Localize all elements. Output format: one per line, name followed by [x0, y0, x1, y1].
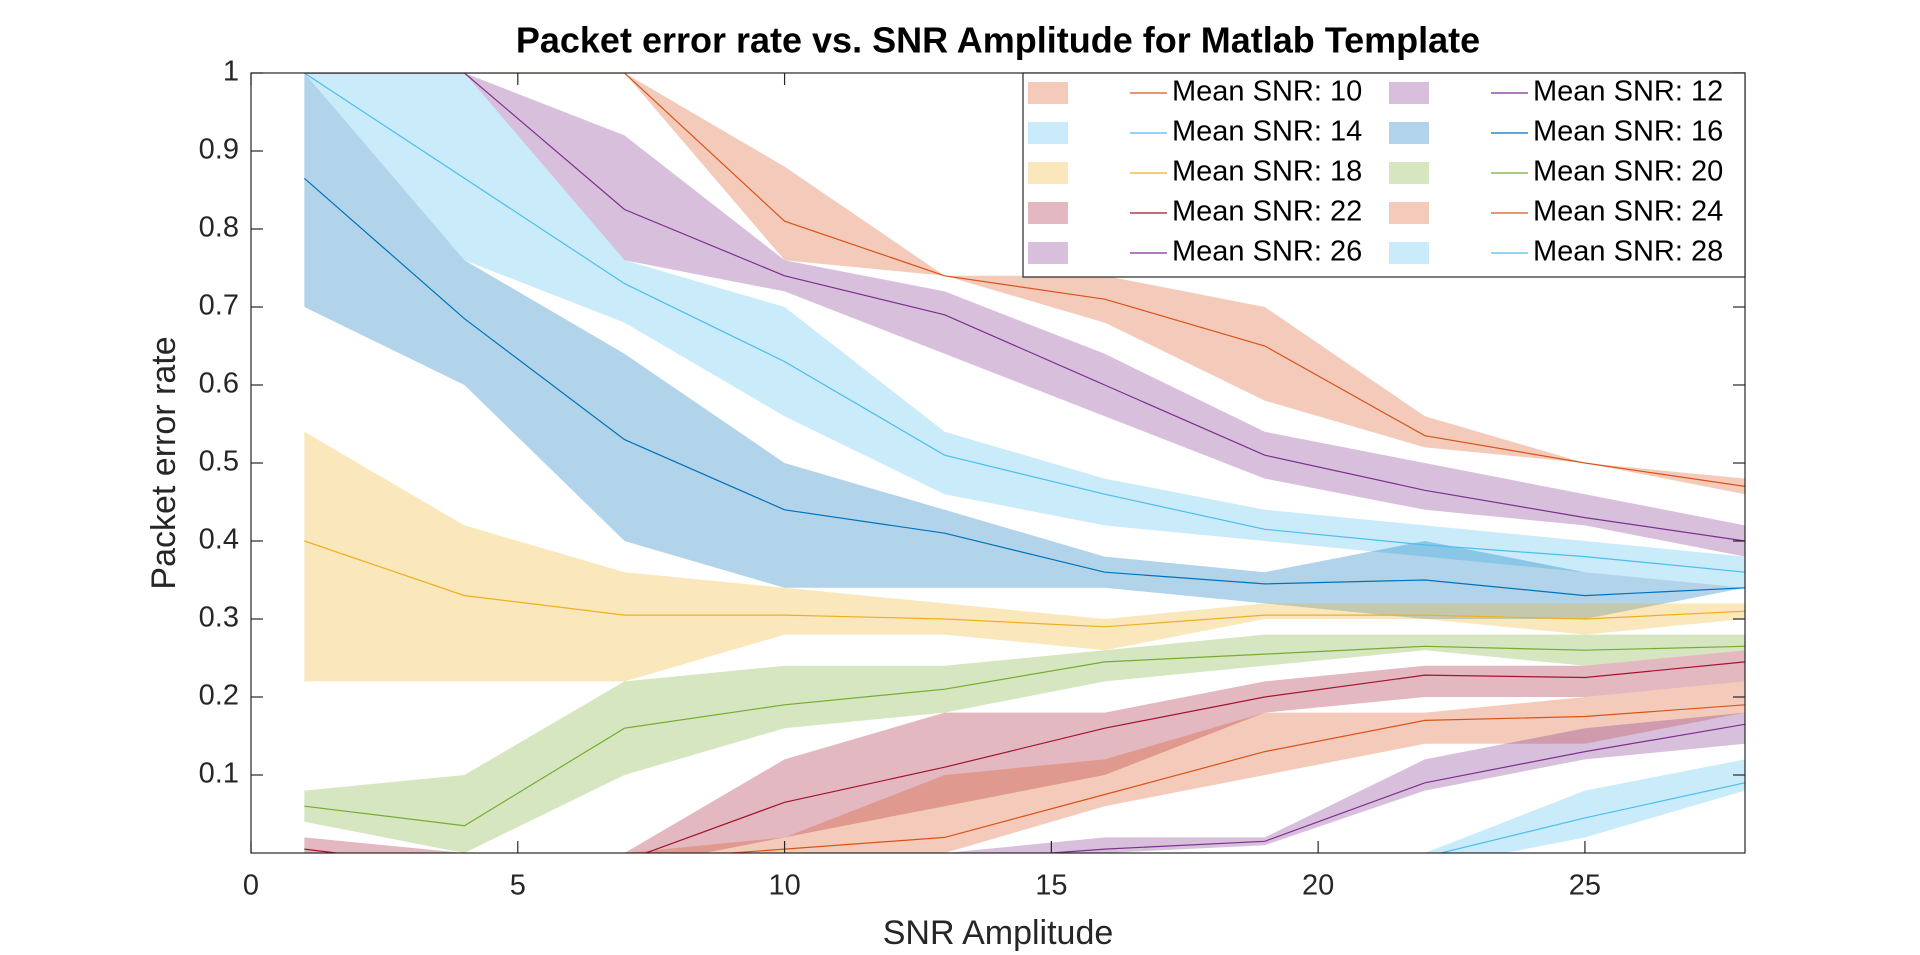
confidence-band: [304, 73, 1745, 619]
y-tick-label: 0.8: [199, 212, 239, 244]
confidence-band: [304, 73, 1745, 495]
legend-patch: [1389, 242, 1429, 264]
mean-line: [722, 704, 1745, 853]
confidence-band: [304, 650, 1745, 853]
legend-label: Mean SNR: 20: [1533, 156, 1723, 188]
legend-label: Mean SNR: 28: [1533, 236, 1723, 268]
confidence-band: [624, 681, 1745, 853]
legend-patch: [1389, 202, 1429, 224]
confidence-band: [304, 431, 1745, 682]
confidence-band: [944, 712, 1745, 853]
legend-label: Mean SNR: 14: [1172, 116, 1362, 148]
legend-label: Mean SNR: 18: [1172, 156, 1362, 188]
x-tick-label: 5: [510, 870, 526, 902]
x-tick-label: 10: [768, 870, 800, 902]
y-tick-label: 0.5: [199, 446, 239, 478]
y-axis-label: Packet error rate: [145, 336, 183, 589]
legend-patch: [1028, 242, 1068, 264]
mean-line: [304, 73, 1745, 487]
legend-label: Mean SNR: 16: [1533, 116, 1723, 148]
legend-label: Mean SNR: 10: [1172, 76, 1362, 108]
x-tick-label: 25: [1569, 870, 1601, 902]
confidence-band: [304, 634, 1745, 853]
legend-patch: [1028, 82, 1068, 104]
y-tick-label: 1: [223, 56, 239, 88]
mean-line: [304, 540, 1745, 628]
legend-label: Mean SNR: 22: [1172, 196, 1362, 228]
x-tick-label: 20: [1302, 870, 1334, 902]
x-axis-label: SNR Amplitude: [883, 914, 1114, 952]
y-tick-label: 0.1: [199, 758, 239, 790]
legend-label: Mean SNR: 24: [1533, 196, 1723, 228]
x-tick-label: 15: [1035, 870, 1067, 902]
y-tick-label: 0.9: [199, 134, 239, 166]
y-tick-label: 0.7: [199, 290, 239, 322]
mean-line: [304, 645, 1745, 827]
mean-line: [1043, 723, 1745, 853]
x-tick-label: 0: [243, 870, 259, 902]
mean-line: [304, 73, 1745, 542]
legend-patch: [1028, 122, 1068, 144]
confidence-band: [1424, 759, 1745, 853]
confidence-band: [304, 73, 1745, 557]
chart-title: Packet error rate vs. SNR Amplitude for …: [516, 20, 1480, 61]
y-tick-label: 0.6: [199, 368, 239, 400]
mean-line: [1438, 782, 1745, 853]
y-tick-label: 0.4: [199, 524, 239, 556]
mean-line: [304, 661, 1745, 853]
legend-patch: [1028, 162, 1068, 184]
y-tick-label: 0.3: [199, 602, 239, 634]
legend-patch: [1028, 202, 1068, 224]
confidence-band: [304, 73, 1745, 588]
legend-box: [1022, 72, 1746, 278]
legend-patch: [1389, 82, 1429, 104]
mean-line: [304, 73, 1745, 573]
legend-label: Mean SNR: 12: [1533, 76, 1723, 108]
mean-line: [303, 177, 1745, 597]
y-tick-label: 0.2: [199, 680, 239, 712]
legend-label: Mean SNR: 26: [1172, 236, 1362, 268]
legend-patch: [1389, 162, 1429, 184]
legend-patch: [1389, 122, 1429, 144]
series-layer: [303, 73, 1745, 853]
